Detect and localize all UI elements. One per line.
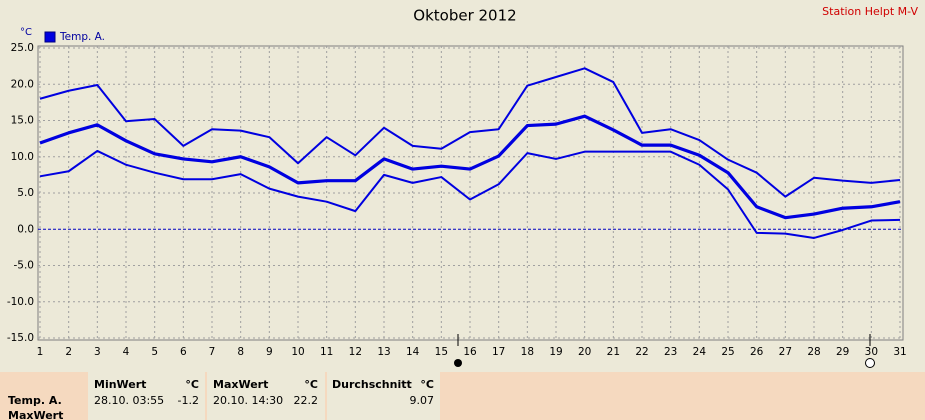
x-tick-label: 12 bbox=[349, 346, 362, 358]
x-tick-label: 25 bbox=[721, 346, 734, 358]
stats-value: 9.07 bbox=[410, 394, 435, 407]
y-tick-label: 15.0 bbox=[11, 115, 34, 127]
x-tick-label: 5 bbox=[151, 346, 158, 358]
stats-row-label: MaxWert bbox=[8, 409, 63, 420]
background bbox=[0, 0, 925, 370]
stats-cell bbox=[327, 372, 440, 420]
x-tick-label: 19 bbox=[549, 346, 562, 358]
x-tick-label: 6 bbox=[180, 346, 187, 358]
chart-title: Oktober 2012 bbox=[413, 7, 516, 25]
x-tick-label: 23 bbox=[664, 346, 677, 358]
cursor-marker[interactable] bbox=[865, 358, 875, 368]
x-tick-label: 21 bbox=[607, 346, 620, 358]
x-tick-label: 9 bbox=[266, 346, 273, 358]
stats-header: Durchschnitt bbox=[332, 378, 412, 391]
stats-header: MinWert bbox=[94, 378, 146, 391]
stats-header: MaxWert bbox=[213, 378, 268, 391]
x-tick-label: 24 bbox=[693, 346, 707, 358]
x-tick-label: 13 bbox=[377, 346, 390, 358]
legend-label: Temp. A. bbox=[59, 31, 105, 43]
x-tick-label: 29 bbox=[836, 346, 849, 358]
series-line bbox=[39, 114, 901, 220]
grid bbox=[38, 46, 903, 340]
series-line bbox=[39, 67, 901, 198]
x-tick-label: 2 bbox=[65, 346, 72, 358]
stats-when: 20.10. 14:30 bbox=[213, 394, 283, 407]
stats-unit: °C bbox=[304, 378, 318, 391]
lines bbox=[39, 67, 901, 239]
x-tick-label: 7 bbox=[209, 346, 216, 358]
x-tick-label: 20 bbox=[578, 346, 591, 358]
cursor-marker[interactable] bbox=[454, 359, 462, 367]
y-tick-label: 0.0 bbox=[17, 223, 34, 235]
x-tick-label: 17 bbox=[492, 346, 505, 358]
x-tick-label: 14 bbox=[406, 346, 420, 358]
y-tick-label: -15.0 bbox=[7, 332, 34, 344]
stats-value: 22.2 bbox=[294, 394, 319, 407]
stats-unit: °C bbox=[420, 378, 434, 391]
stats-unit: °C bbox=[185, 378, 199, 391]
stats-cell bbox=[88, 372, 205, 420]
y-tick-label: 10.0 bbox=[11, 151, 34, 163]
y-tick-label: -10.0 bbox=[7, 296, 34, 308]
x-tick-label: 22 bbox=[635, 346, 648, 358]
x-tick-label: 4 bbox=[123, 346, 130, 358]
x-tick-label: 15 bbox=[435, 346, 448, 358]
station-name: Station Helpt M-V bbox=[822, 5, 918, 18]
x-tick-label: 8 bbox=[237, 346, 244, 358]
stats-cell bbox=[207, 372, 325, 420]
x-tick-label: 11 bbox=[320, 346, 333, 358]
x-tick-label: 18 bbox=[521, 346, 534, 358]
x-tick-label: 10 bbox=[291, 346, 304, 358]
x-tick-label: 27 bbox=[779, 346, 792, 358]
x-tick-label: 30 bbox=[865, 346, 878, 358]
y-tick-label: 25.0 bbox=[11, 42, 34, 54]
x-tick-label: 16 bbox=[463, 346, 477, 358]
x-tick-label: 26 bbox=[750, 346, 764, 358]
legend-swatch bbox=[44, 31, 56, 43]
y-unit: °C bbox=[20, 27, 32, 38]
stats-when: 28.10. 03:55 bbox=[94, 394, 164, 407]
x-tick-label: 31 bbox=[893, 346, 906, 358]
stats-row-label: Temp. A. bbox=[8, 394, 62, 407]
x-tick-label: 28 bbox=[807, 346, 820, 358]
x-tick-label: 3 bbox=[94, 346, 101, 358]
y-tick-label: -5.0 bbox=[14, 260, 35, 272]
series-line bbox=[39, 149, 901, 239]
y-tick-label: 20.0 bbox=[11, 78, 34, 90]
stats-value: -1.2 bbox=[178, 394, 199, 407]
y-tick-label: 5.0 bbox=[17, 187, 34, 199]
x-tick-label: 1 bbox=[37, 346, 44, 358]
